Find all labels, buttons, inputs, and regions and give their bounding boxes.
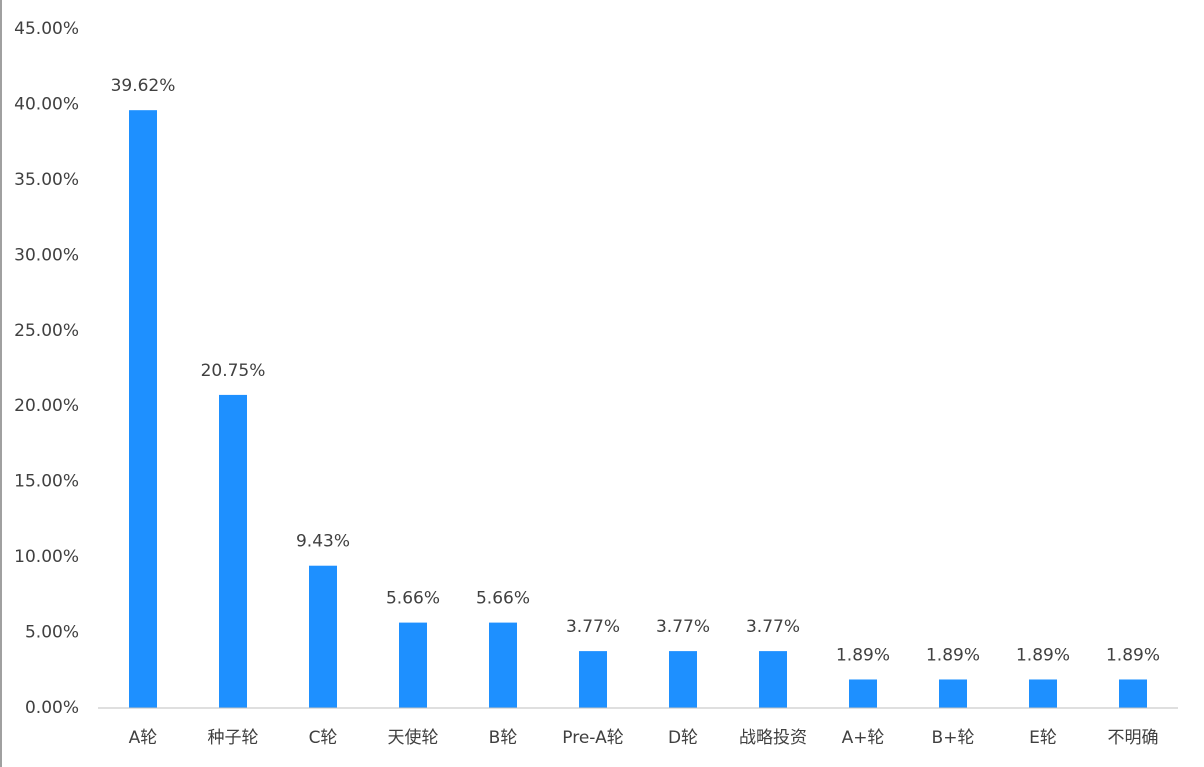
- x-tick-label: D轮: [668, 728, 698, 748]
- bar: [1119, 679, 1147, 708]
- x-tick-label: A+轮: [842, 728, 885, 748]
- y-tick-label: 10.00%: [14, 547, 79, 567]
- x-tick-label: Pre-A轮: [562, 728, 623, 748]
- value-label: 3.77%: [656, 617, 710, 637]
- bar: [939, 679, 967, 708]
- y-tick-label: 15.00%: [14, 472, 79, 492]
- value-label: 9.43%: [296, 532, 350, 552]
- y-tick-label: 35.00%: [14, 170, 79, 190]
- y-tick-label: 40.00%: [14, 94, 79, 114]
- bar: [399, 622, 427, 708]
- x-tick-label: B轮: [489, 728, 518, 748]
- x-tick-label: 天使轮: [388, 727, 439, 748]
- x-tick-label: B+轮: [932, 728, 975, 748]
- y-tick-label: 30.00%: [14, 245, 79, 265]
- x-tick-label: 不明确: [1108, 728, 1159, 748]
- value-label: 1.89%: [1016, 645, 1070, 665]
- value-label: 5.66%: [386, 589, 440, 609]
- y-tick-label: 45.00%: [14, 19, 79, 39]
- bar: [669, 651, 697, 708]
- value-label: 3.77%: [746, 617, 800, 637]
- bar: [129, 110, 157, 708]
- value-label: 20.75%: [201, 361, 266, 381]
- value-label: 39.62%: [111, 76, 176, 96]
- value-label: 3.77%: [566, 617, 620, 637]
- value-label: 1.89%: [1106, 645, 1160, 665]
- bar: [309, 565, 337, 708]
- value-label: 1.89%: [926, 645, 980, 665]
- value-label: 1.89%: [836, 645, 890, 665]
- y-tick-label: 25.00%: [14, 321, 79, 341]
- bar: [219, 394, 247, 708]
- bar: [579, 651, 607, 708]
- y-tick-label: 5.00%: [25, 623, 79, 643]
- y-tick-label: 0.00%: [25, 698, 79, 718]
- x-tick-label: E轮: [1029, 728, 1057, 748]
- bar: [849, 679, 877, 708]
- y-tick-label: 20.00%: [14, 396, 79, 416]
- bar: [489, 622, 517, 708]
- x-tick-label: A轮: [129, 728, 158, 748]
- x-tick-label: 种子轮: [208, 728, 259, 748]
- x-tick-label: 战略投资: [739, 728, 807, 748]
- value-label: 5.66%: [476, 589, 530, 609]
- x-tick-label: C轮: [309, 728, 338, 748]
- bar: [759, 651, 787, 708]
- bar: [1029, 679, 1057, 708]
